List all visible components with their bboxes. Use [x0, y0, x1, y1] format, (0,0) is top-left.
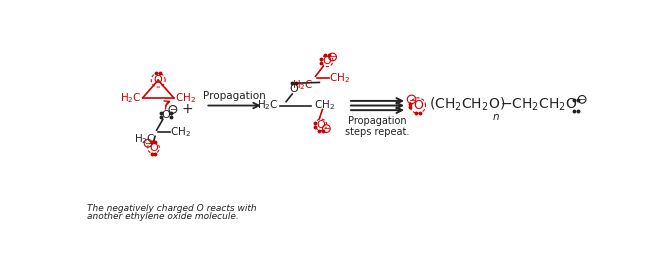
Text: H$_2$C: H$_2$C: [120, 91, 141, 105]
Text: H$_2$C: H$_2$C: [257, 99, 278, 112]
Text: +: +: [182, 102, 193, 116]
Text: $n$: $n$: [492, 112, 500, 122]
Text: O: O: [290, 84, 298, 94]
Text: −: −: [329, 52, 336, 61]
Text: H$_2$C: H$_2$C: [134, 132, 156, 145]
Text: O: O: [154, 75, 163, 85]
Text: The negatively charged O reacts with: The negatively charged O reacts with: [87, 204, 256, 213]
Text: −: −: [169, 105, 177, 114]
Text: −: −: [408, 95, 416, 104]
Text: $($CH$_2$CH$_2$O$)$: $($CH$_2$CH$_2$O$)$: [430, 96, 505, 113]
FancyArrowPatch shape: [164, 101, 169, 109]
Text: CH$_2$: CH$_2$: [329, 71, 351, 85]
Text: −: −: [145, 139, 151, 148]
Text: CH$_2$: CH$_2$: [175, 91, 197, 105]
Text: −: −: [578, 95, 586, 104]
Text: another ethylene oxide molecule.: another ethylene oxide molecule.: [87, 212, 238, 221]
Text: $-$CH$_2$CH$_2$O: $-$CH$_2$CH$_2$O: [500, 97, 578, 113]
Text: O: O: [317, 120, 325, 130]
Text: O: O: [149, 143, 158, 153]
Text: Propagation
steps repeat.: Propagation steps repeat.: [345, 116, 410, 137]
Text: Propagation: Propagation: [203, 91, 266, 101]
Text: −: −: [323, 124, 330, 133]
Text: H$_2$C: H$_2$C: [292, 78, 314, 91]
Text: CH$_2$: CH$_2$: [170, 125, 191, 139]
Text: O: O: [413, 99, 423, 112]
Text: O: O: [161, 110, 170, 120]
Text: O: O: [323, 56, 331, 66]
Text: CH$_2$: CH$_2$: [314, 99, 335, 112]
